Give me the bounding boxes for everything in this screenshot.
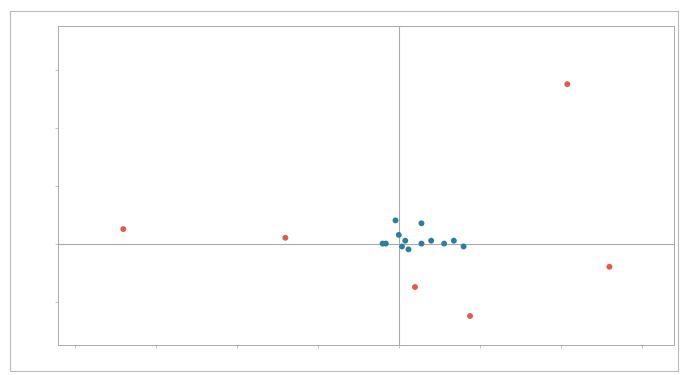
Point xyxy=(604,264,615,270)
Point xyxy=(416,241,427,247)
Point xyxy=(118,226,129,232)
Point xyxy=(458,243,469,249)
Point xyxy=(377,241,388,247)
Point xyxy=(562,81,573,87)
Point xyxy=(449,238,460,244)
Point xyxy=(464,313,475,319)
Point xyxy=(280,235,291,241)
Point xyxy=(426,238,437,244)
Point xyxy=(394,232,405,238)
Point xyxy=(409,284,420,290)
Point xyxy=(390,217,401,223)
Point xyxy=(416,220,427,226)
Point xyxy=(396,243,407,249)
Point xyxy=(439,241,450,247)
Point xyxy=(403,246,414,252)
Point xyxy=(400,238,411,244)
Point xyxy=(380,241,391,247)
